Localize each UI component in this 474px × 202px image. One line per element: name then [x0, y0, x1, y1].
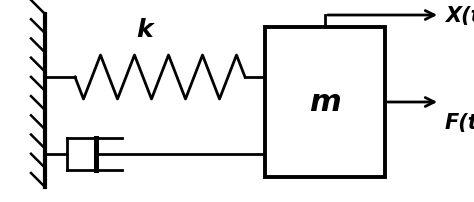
Text: X(t): X(t) [445, 6, 474, 26]
Bar [265, 28, 385, 177]
Text: k: k [137, 18, 153, 42]
Text: F(t): F(t) [445, 113, 474, 132]
Text: m: m [309, 88, 341, 117]
